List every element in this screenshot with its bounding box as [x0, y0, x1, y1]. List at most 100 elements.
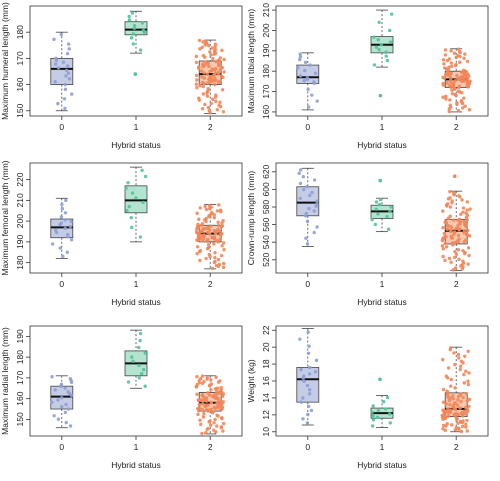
- data-point: [126, 181, 130, 185]
- data-point: [456, 54, 460, 58]
- data-point: [209, 378, 213, 382]
- data-point: [465, 418, 469, 423]
- outlier-point: [133, 72, 138, 76]
- data-point: [298, 168, 303, 172]
- data-point: [298, 52, 302, 56]
- data-point: [458, 419, 463, 424]
- data-point: [459, 99, 464, 103]
- data-point: [386, 227, 391, 231]
- y-axis-title: Maximum tibial length (mm): [246, 9, 256, 114]
- data-point: [130, 191, 135, 195]
- data-point: [444, 94, 448, 99]
- data-point: [385, 395, 390, 400]
- data-point: [59, 32, 63, 37]
- data-point: [383, 407, 388, 411]
- data-point: [378, 197, 383, 202]
- data-point: [462, 229, 467, 233]
- data-point: [213, 76, 217, 81]
- data-point: [203, 204, 207, 209]
- data-point: [459, 212, 463, 216]
- data-point: [63, 386, 67, 390]
- data-point: [450, 199, 454, 203]
- data-point: [213, 42, 218, 46]
- data-point: [448, 205, 453, 209]
- data-point: [202, 76, 207, 80]
- data-point: [465, 232, 469, 236]
- data-point: [466, 349, 470, 354]
- data-point: [455, 403, 460, 407]
- data-point: [206, 426, 210, 431]
- data-point: [298, 57, 302, 62]
- data-point: [453, 92, 457, 97]
- data-point: [204, 430, 208, 435]
- data-point: [308, 63, 312, 67]
- data-point: [137, 363, 141, 368]
- iqr-box: [296, 64, 320, 84]
- y-tick-label: 180: [15, 350, 25, 364]
- data-point: [452, 255, 457, 260]
- data-point: [196, 245, 200, 249]
- y-tick-label: 18: [261, 359, 271, 369]
- box-group-2: [194, 374, 226, 436]
- data-point: [201, 415, 206, 419]
- data-point: [447, 256, 452, 261]
- data-point: [302, 78, 306, 83]
- data-point: [461, 395, 465, 400]
- y-axis-title: Maximum radial length (mm): [0, 327, 10, 435]
- data-point: [218, 79, 222, 83]
- data-point: [61, 254, 65, 259]
- x-tick-label: 2: [208, 122, 213, 132]
- x-tick-label: 1: [380, 279, 385, 289]
- x-axis-title: Hybrid status: [111, 460, 161, 470]
- data-point: [444, 374, 449, 378]
- boxplot-panel-2: 160 170 180 190 200 210 0 1 2 Hybrid status Maximu…: [246, 3, 489, 150]
- data-point: [219, 385, 223, 390]
- x-tick-label: 1: [134, 122, 139, 132]
- data-point: [56, 398, 60, 402]
- data-point: [465, 200, 470, 204]
- data-point: [206, 243, 211, 247]
- data-point: [220, 65, 225, 70]
- box-group-1: [370, 178, 394, 233]
- data-point: [197, 406, 201, 410]
- data-point: [452, 218, 456, 222]
- data-point: [214, 93, 218, 97]
- data-point: [441, 400, 446, 404]
- x-tick-label: 0: [305, 279, 310, 289]
- data-point: [449, 71, 453, 75]
- data-point: [449, 78, 453, 82]
- data-point: [141, 28, 146, 33]
- data-point: [140, 168, 144, 172]
- data-point: [217, 203, 221, 207]
- data-point: [302, 68, 307, 73]
- data-point: [206, 225, 210, 230]
- data-point: [60, 395, 64, 400]
- data-point: [212, 405, 216, 410]
- data-point: [207, 252, 211, 257]
- data-point: [127, 18, 132, 22]
- data-point: [216, 220, 220, 224]
- data-point: [456, 89, 461, 93]
- data-point: [460, 424, 465, 429]
- data-point: [210, 46, 214, 50]
- data-point: [53, 388, 57, 392]
- x-tick-label: 0: [305, 442, 310, 452]
- data-point: [197, 381, 202, 385]
- data-point: [68, 224, 73, 229]
- data-point: [444, 245, 449, 249]
- data-point: [214, 375, 218, 380]
- data-point: [301, 174, 306, 179]
- data-point: [448, 103, 452, 107]
- data-point: [453, 266, 458, 270]
- data-point: [131, 359, 135, 363]
- data-point: [56, 417, 61, 421]
- data-point: [197, 38, 202, 43]
- y-tick-label: 150: [15, 412, 25, 426]
- data-point: [449, 234, 454, 238]
- data-point: [443, 258, 447, 262]
- data-point: [199, 376, 203, 381]
- data-point: [222, 70, 226, 74]
- data-point: [50, 400, 54, 404]
- x-axis-title: Hybrid status: [111, 140, 161, 150]
- data-point: [212, 242, 216, 246]
